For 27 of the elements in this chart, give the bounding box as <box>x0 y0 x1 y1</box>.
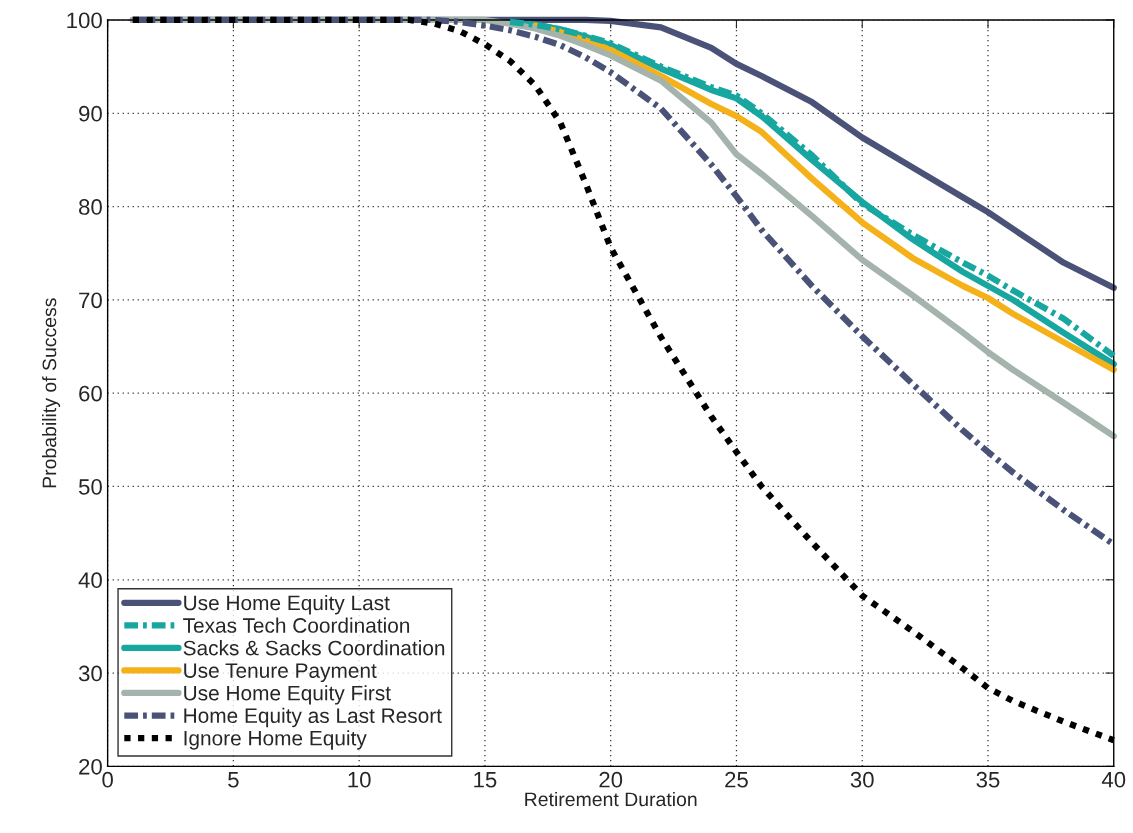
x-tick-label: 35 <box>976 771 1000 788</box>
x-tick-label: 15 <box>474 772 497 788</box>
legend-label: Texas Tech Coordination <box>183 617 410 633</box>
y-tick-label: 70 <box>79 292 102 309</box>
legend-label: Use Home Equity First <box>184 685 391 705</box>
y-tick-label: 60 <box>79 385 102 402</box>
x-tick-label: 5 <box>228 772 239 788</box>
x-tick-label: 20 <box>599 771 623 788</box>
legend-label: Ignore Home Equity <box>184 730 367 750</box>
y-axis-title: Probability of Success <box>42 298 61 488</box>
legend-label: Use Home Equity Last <box>184 595 390 615</box>
legend-label: Use Tenure Payment <box>184 663 377 683</box>
y-tick-label: 100 <box>67 12 102 29</box>
y-tick-label: 30 <box>78 665 102 682</box>
y-tick-label: 90 <box>79 105 102 122</box>
x-tick-label: 10 <box>348 771 371 788</box>
x-axis-title: Retirement Duration <box>525 791 697 807</box>
y-tick-label: 50 <box>78 479 102 495</box>
x-tick-label: 25 <box>725 771 748 788</box>
x-tick-label: 30 <box>850 771 874 788</box>
legend-label: Home Equity as Last Resort <box>184 707 442 728</box>
y-tick-label: 80 <box>79 199 102 215</box>
x-tick-label: 40 <box>1101 771 1126 788</box>
y-tick-label: 20 <box>79 758 102 775</box>
x-tick-label: 0 <box>102 771 113 788</box>
legend-label: Sacks & Sacks Coordination <box>183 640 445 656</box>
y-tick-label: 40 <box>78 572 102 589</box>
